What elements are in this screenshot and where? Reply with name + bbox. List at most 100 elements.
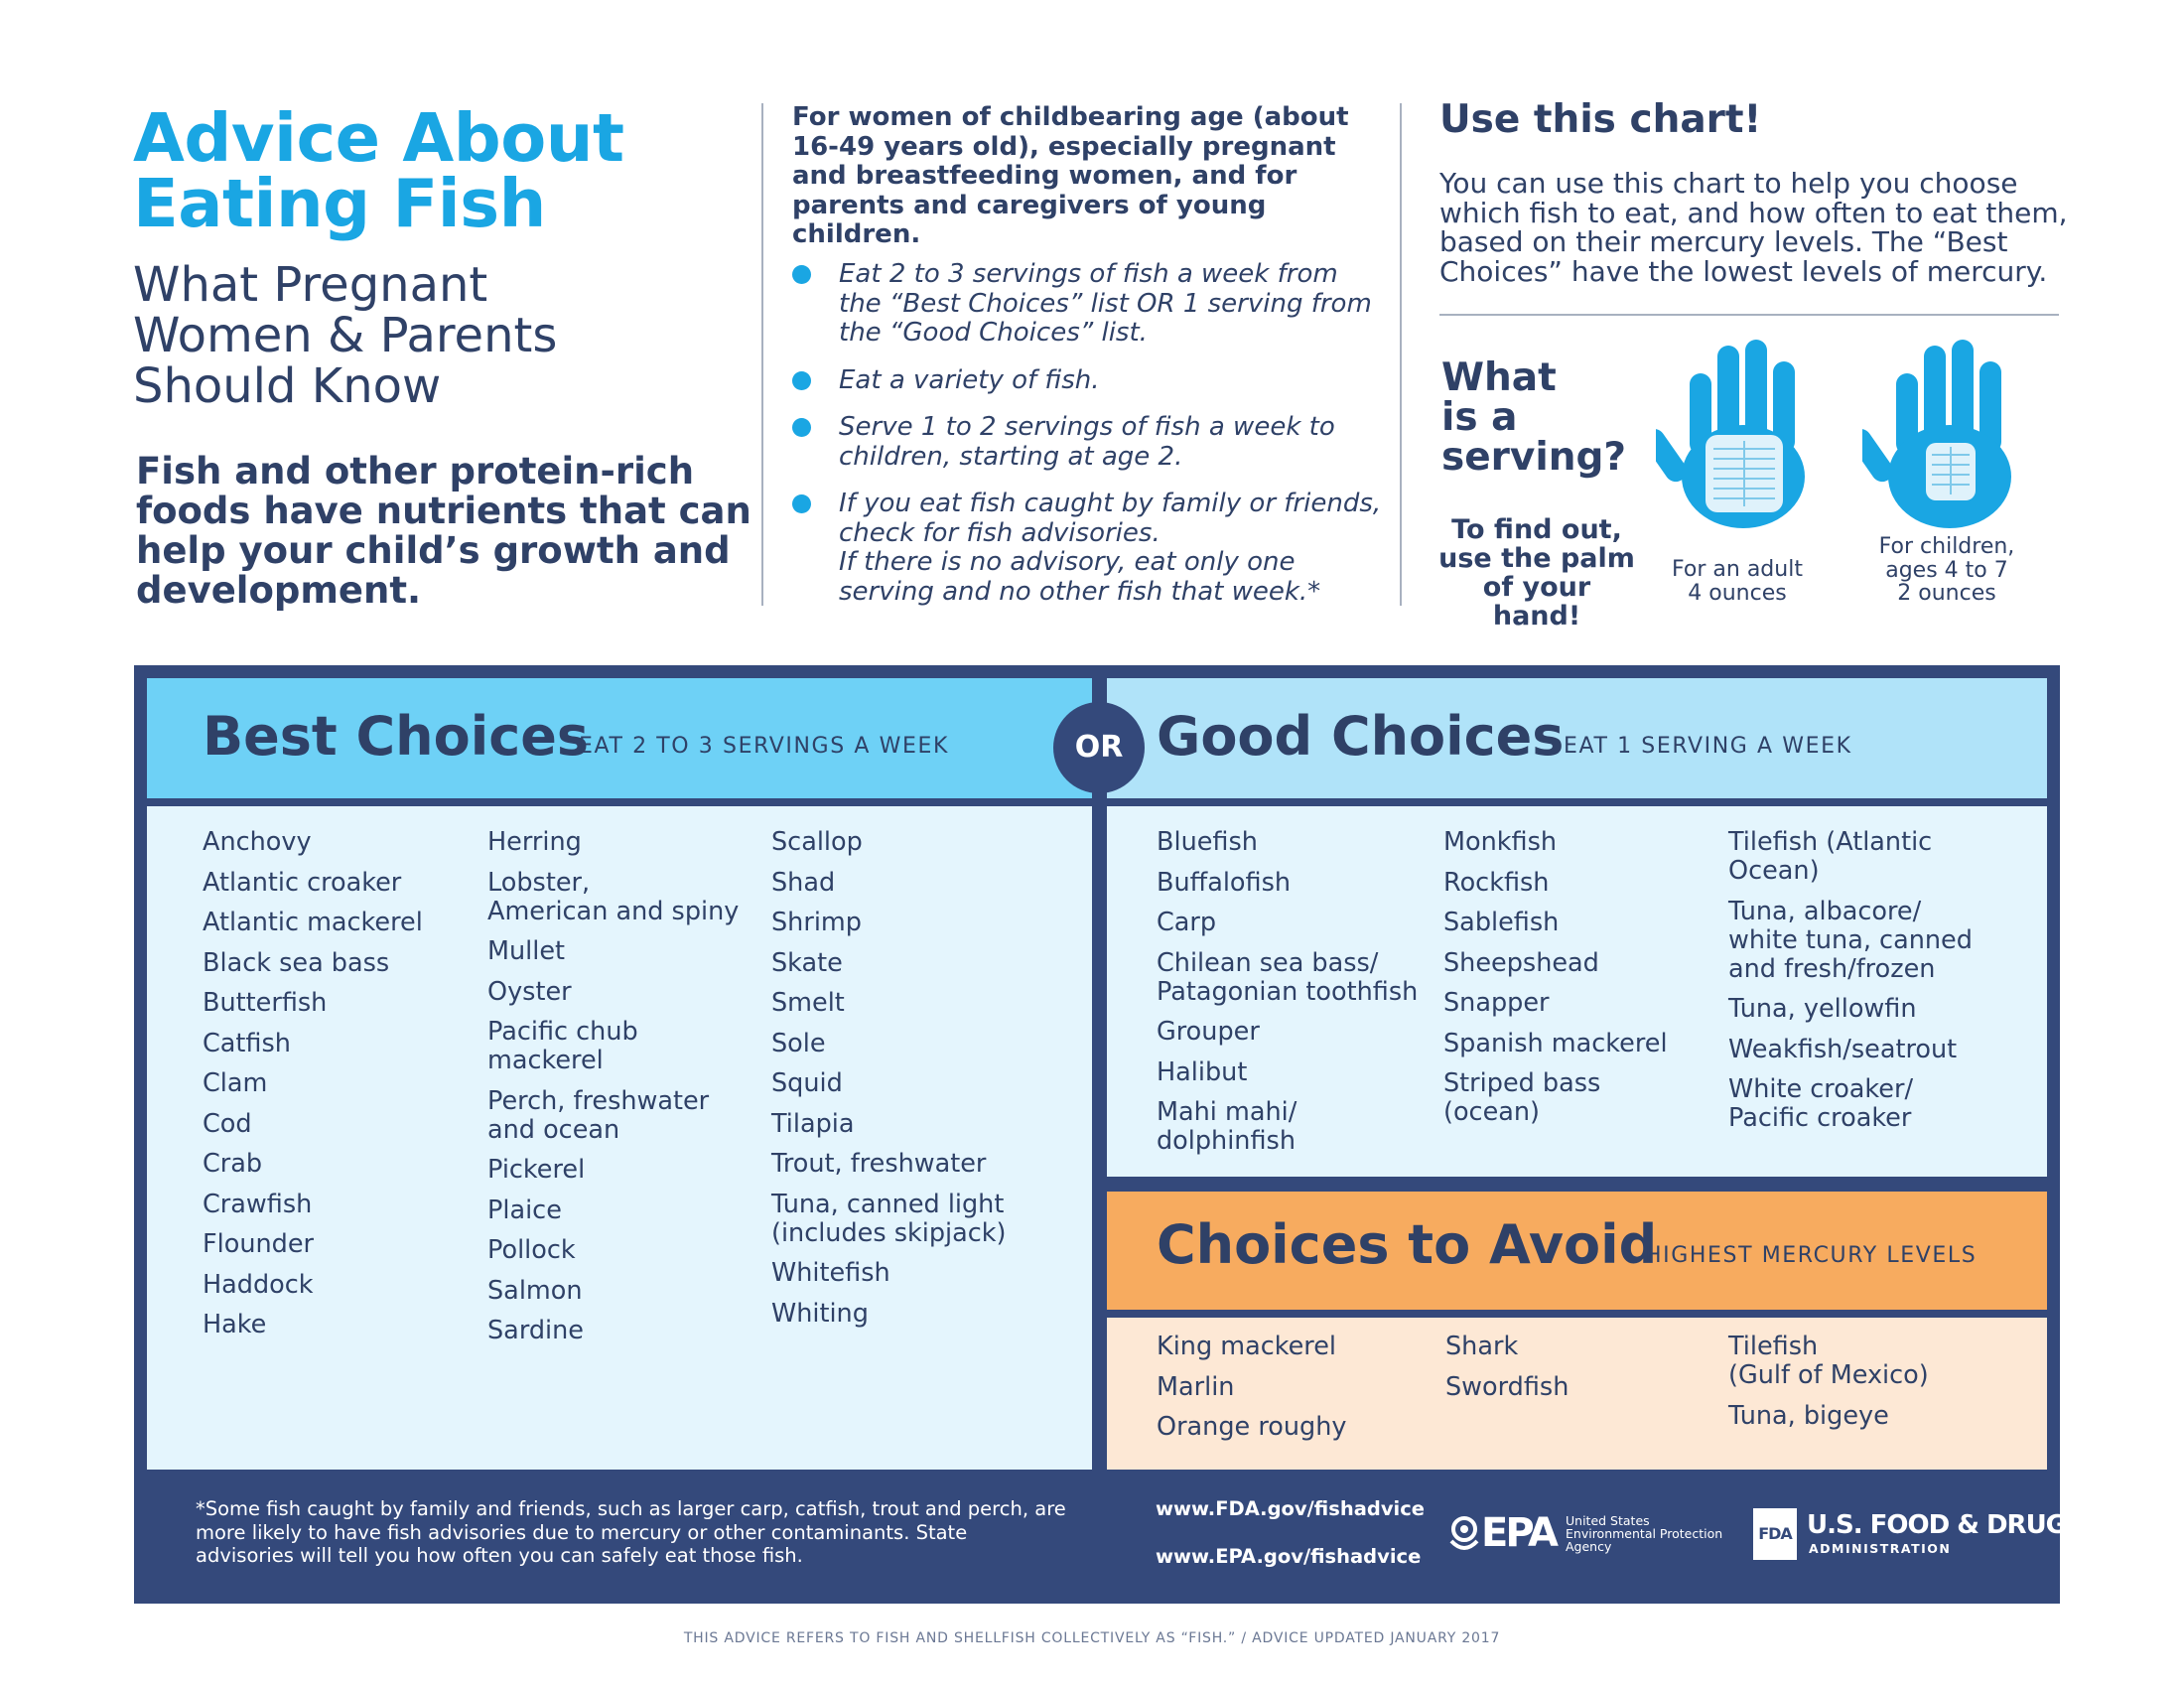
best-choices-header bbox=[147, 678, 1092, 798]
bullet-icon bbox=[792, 418, 811, 437]
avoid-column: Shark Swordfish bbox=[1445, 1333, 1733, 1413]
fish-item: Monkfish bbox=[1443, 827, 1558, 857]
advice-item: Eat 2 to 3 servings of fish a week from … bbox=[792, 259, 1388, 349]
fish-item: Buffalofish bbox=[1157, 867, 1292, 898]
best-column: Scallop Shad Shrimp Skate Smelt Sole Squid Tila… bbox=[771, 828, 1059, 1339]
avoid-header bbox=[1107, 1192, 2047, 1310]
avoid-title: Choices to Avoid bbox=[1157, 1213, 1658, 1276]
or-badge: OR bbox=[1053, 702, 1145, 793]
avoid-subtitle: HIGHEST MERCURY LEVELS bbox=[1645, 1243, 1978, 1268]
good-choices-header bbox=[1107, 678, 2047, 798]
fish-item: Grouper bbox=[1157, 1017, 1260, 1047]
fish-item: Shad bbox=[771, 867, 836, 898]
fish-item: Clam bbox=[203, 1068, 268, 1098]
avoid-column: Tilefish (Gulf of Mexico) Tuna, bigeye bbox=[1728, 1333, 2016, 1442]
fish-item: Pollock bbox=[487, 1235, 576, 1265]
fish-item: King mackerel bbox=[1157, 1332, 1336, 1361]
fish-item: Mahi mahi/dolphinfish bbox=[1157, 1097, 1297, 1156]
good-choices-body bbox=[1107, 806, 2047, 1177]
fish-item: Carp bbox=[1157, 908, 1217, 937]
chart-help-heading: Use this chart! bbox=[1439, 97, 1762, 142]
fish-item: Whiting bbox=[771, 1298, 869, 1329]
fish-item: Butterfish bbox=[203, 988, 328, 1018]
good-column: Monkfish Rockfish Sablefish Sheepshead Snapp… bbox=[1443, 828, 1731, 1139]
fish-item: Shark bbox=[1445, 1332, 1519, 1361]
fish-item: Oyster bbox=[487, 976, 572, 1007]
caption-line: For children, bbox=[1878, 534, 2015, 559]
fish-item: Halibut bbox=[1157, 1056, 1248, 1087]
epa-name-line: United States bbox=[1566, 1513, 1650, 1528]
epa-link[interactable]: www.EPA.gov/fishadvice bbox=[1156, 1545, 1422, 1568]
fish-item: Plaice bbox=[487, 1195, 562, 1225]
fish-item: Weakfish/seatrout bbox=[1728, 1034, 1958, 1064]
serving-question: What is a serving? bbox=[1441, 358, 1640, 478]
fish-item: Salmon bbox=[487, 1275, 583, 1306]
title-line: Advice About bbox=[133, 99, 624, 177]
subtitle-line: Should Know bbox=[133, 358, 442, 414]
good-column: Bluefish Buffalofish Carp Chilean sea bass/… bbox=[1157, 828, 1444, 1168]
fish-item: Shrimp bbox=[771, 908, 862, 937]
fish-item: Pacific chub mackerel bbox=[487, 1017, 638, 1075]
best-column: Herring Lobster, American and spiny Mullet O… bbox=[487, 828, 775, 1357]
best-choices-subtitle: EAT 2 TO 3 SERVINGS A WEEK bbox=[579, 734, 949, 759]
divider bbox=[1400, 103, 1402, 606]
child-hand-icon bbox=[1862, 340, 2011, 528]
fish-item: Tuna, bigeye bbox=[1728, 1400, 1889, 1431]
fish-item: Striped bass (ocean) bbox=[1443, 1068, 1601, 1127]
good-choices-subtitle: EAT 1 SERVING A WEEK bbox=[1564, 734, 1852, 759]
chart-help-text: You can use this chart to help you choos… bbox=[1439, 167, 2068, 288]
fish-item: Perch, freshwater and ocean bbox=[487, 1085, 710, 1145]
title-line: Eating Fish bbox=[133, 165, 546, 242]
fish-item: Chilean sea bass/Patagonian toothfish bbox=[1157, 947, 1419, 1007]
fish-item: Sheepshead bbox=[1443, 947, 1599, 978]
epa-flower-icon bbox=[1449, 1516, 1479, 1550]
fish-item: Rockfish bbox=[1443, 867, 1550, 898]
fish-item: Snapper bbox=[1443, 988, 1550, 1018]
adult-hand-icon bbox=[1656, 340, 1805, 528]
best-choices-title: Best Choices bbox=[203, 705, 589, 768]
fish-item: Skate bbox=[771, 947, 843, 978]
fish-item: Atlantic croaker bbox=[203, 867, 402, 898]
fda-link[interactable]: www.FDA.gov/fishadvice bbox=[1156, 1497, 1426, 1520]
fish-item: Tilefish (Gulf of Mexico) bbox=[1728, 1332, 1929, 1390]
fish-item: Orange roughy bbox=[1157, 1412, 1347, 1442]
fish-item: Sablefish bbox=[1443, 908, 1560, 937]
fish-item: Tuna, canned light (includes skipjack) bbox=[771, 1189, 1007, 1248]
palm-line: To find out, bbox=[1451, 514, 1622, 545]
advice-text: Serve 1 to 2 servings of fish a week to … bbox=[839, 412, 1335, 472]
advice-list: Eat 2 to 3 servings of fish a week from … bbox=[792, 259, 1388, 625]
fish-item: Tuna, yellowfin bbox=[1728, 994, 1917, 1024]
child-caption: For children, ages 4 to 7 2 ounces bbox=[1852, 535, 2041, 606]
epa-logo: EPA bbox=[1481, 1510, 1559, 1556]
fish-item: Anchovy bbox=[203, 827, 312, 857]
fda-administration: ADMINISTRATION bbox=[1809, 1541, 1952, 1556]
fish-item: Sardine bbox=[487, 1316, 584, 1345]
best-choices-body bbox=[147, 806, 1092, 1470]
audience-heading: For women of childbearing age (about 16-… bbox=[792, 102, 1349, 249]
fish-item: Atlantic mackerel bbox=[203, 908, 423, 937]
fish-item: Tuna, albacore/white tuna, canned and fre… bbox=[1728, 896, 1973, 984]
fda-name: U.S. FOOD & DRUG bbox=[1807, 1510, 2067, 1540]
fish-item: Bluefish bbox=[1157, 827, 1258, 857]
divider bbox=[1439, 314, 2059, 316]
advice-item: If you eat fish caught by family or frie… bbox=[792, 489, 1388, 607]
fish-item: Smelt bbox=[771, 988, 845, 1018]
palm-line: of your hand! bbox=[1482, 572, 1591, 632]
advice-item: Serve 1 to 2 servings of fish a week to … bbox=[792, 412, 1388, 472]
intro-text: Fish and other protein-rich foods have n… bbox=[136, 450, 751, 612]
epa-name: United States Environmental Protection A… bbox=[1566, 1514, 1724, 1553]
fish-item: Lobster, American and spiny bbox=[487, 867, 740, 926]
good-choices-title: Good Choices bbox=[1157, 705, 1565, 768]
fda-logo: FDA bbox=[1753, 1508, 1797, 1560]
serving-line: is a bbox=[1441, 395, 1518, 440]
fish-item: Marlin bbox=[1157, 1371, 1235, 1402]
caption-line: 2 ounces bbox=[1897, 581, 1996, 606]
advice-text: If you eat fish caught by family or frie… bbox=[839, 489, 1382, 548]
palm-line: use the palm bbox=[1438, 543, 1635, 574]
serving-line: serving? bbox=[1441, 435, 1626, 480]
adult-caption: For an adult 4 ounces bbox=[1648, 558, 1827, 605]
palm-instruction: To find out, use the palm of your hand! bbox=[1437, 515, 1636, 631]
fish-item: Cod bbox=[203, 1108, 252, 1139]
advice-text: Eat 2 to 3 servings of fish a week from … bbox=[839, 259, 1372, 348]
advice-item: Eat a variety of fish. bbox=[792, 365, 1388, 396]
